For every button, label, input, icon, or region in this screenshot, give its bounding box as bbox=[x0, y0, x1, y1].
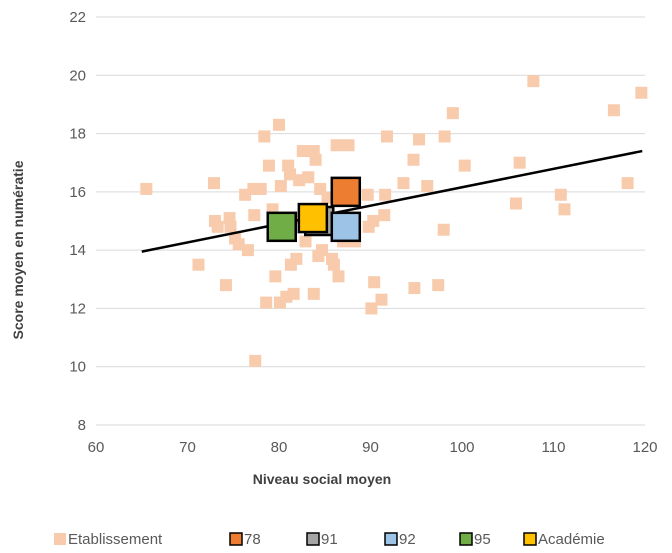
highlight-points bbox=[266, 176, 362, 243]
trendline bbox=[141, 149, 643, 253]
data-point-0-11 bbox=[241, 244, 254, 257]
data-point-0-0 bbox=[140, 182, 153, 195]
data-point-0-54 bbox=[368, 276, 381, 289]
x-tick-labels: 60 70 80 90 100 110 120 bbox=[88, 439, 658, 456]
data-point-0-9 bbox=[232, 238, 245, 251]
data-point-0-70 bbox=[513, 156, 526, 169]
data-point-0-16 bbox=[258, 130, 271, 143]
y-tick-label-18: 18 bbox=[69, 126, 86, 143]
data-point-0-67 bbox=[446, 107, 459, 120]
data-point-0-20 bbox=[269, 270, 282, 283]
x-axis-title: Niveau social moyen bbox=[253, 471, 392, 487]
data-point-0-69 bbox=[509, 197, 522, 210]
legend-swatch-3 bbox=[384, 532, 398, 546]
x-tick-label-70: 70 bbox=[179, 439, 196, 456]
data-point-0-59 bbox=[397, 177, 410, 190]
data-point-0-66 bbox=[438, 130, 451, 143]
x-tick-label-80: 80 bbox=[271, 439, 288, 456]
data-point-0-14 bbox=[249, 354, 262, 367]
data-point-0-71 bbox=[527, 75, 540, 88]
data-point-0-41 bbox=[316, 244, 329, 257]
data-point-0-1 bbox=[192, 258, 205, 271]
x-tick-label-90: 90 bbox=[362, 439, 379, 456]
y-tick-label-16: 16 bbox=[69, 184, 86, 201]
data-point-0-34 bbox=[299, 235, 312, 248]
legend-swatch-2 bbox=[306, 532, 320, 546]
data-point-0-33 bbox=[296, 145, 309, 158]
data-point-0-58 bbox=[380, 130, 393, 143]
data-point-0-63 bbox=[421, 180, 434, 193]
y-tick-label-14: 14 bbox=[69, 242, 86, 259]
data-point-0-50 bbox=[361, 188, 374, 201]
trendline-group bbox=[141, 149, 643, 253]
legend-swatch-4 bbox=[459, 532, 473, 546]
data-point-0-60 bbox=[407, 153, 420, 166]
data-point-0-53 bbox=[367, 215, 380, 227]
legend-swatch-0 bbox=[54, 533, 66, 545]
data-point-0-57 bbox=[379, 188, 392, 201]
data-point-0-21 bbox=[273, 118, 285, 131]
data-point-0-64 bbox=[432, 279, 445, 292]
data-point-0-45 bbox=[330, 139, 343, 152]
data-point-0-23 bbox=[274, 180, 287, 193]
x-tick-label-60: 60 bbox=[88, 439, 105, 456]
data-point-0-44 bbox=[327, 258, 340, 271]
data-point-0-27 bbox=[283, 168, 296, 181]
data-point-0-48 bbox=[342, 139, 355, 152]
y-tick-label-12: 12 bbox=[69, 300, 86, 317]
legend-label-1: 78 bbox=[244, 531, 261, 548]
data-point-0-46 bbox=[332, 270, 345, 283]
legend: Etablissement 78 91 92 95 Académie bbox=[54, 531, 605, 548]
legend-label-3: 92 bbox=[399, 531, 416, 548]
y-tick-label-8: 8 bbox=[78, 417, 86, 434]
y-tick-label-20: 20 bbox=[69, 67, 86, 84]
legend-swatch-5 bbox=[523, 532, 537, 546]
legend-label-5: Académie bbox=[538, 531, 605, 548]
x-tick-label-120: 120 bbox=[632, 439, 657, 456]
x-tick-label-110: 110 bbox=[542, 439, 566, 456]
x-tick-label-100: 100 bbox=[449, 439, 474, 456]
data-point-0-7 bbox=[224, 220, 237, 233]
data-point-0-75 bbox=[621, 177, 634, 190]
y-tick-label-22: 22 bbox=[69, 9, 86, 26]
data-point-0-72 bbox=[554, 188, 567, 201]
data-point-0-56 bbox=[378, 209, 391, 222]
data-point-0-55 bbox=[375, 293, 388, 306]
data-points bbox=[140, 75, 648, 367]
legend-swatch-1 bbox=[229, 532, 243, 546]
data-point-0-15 bbox=[254, 182, 267, 195]
highlight-point-95 bbox=[266, 211, 297, 243]
data-point-0-68 bbox=[458, 159, 471, 172]
data-point-0-52 bbox=[365, 302, 378, 315]
data-point-0-32 bbox=[293, 174, 306, 187]
data-point-0-13 bbox=[248, 209, 261, 222]
data-point-0-5 bbox=[219, 279, 232, 292]
data-point-0-18 bbox=[262, 159, 275, 172]
legend-label-4: 95 bbox=[474, 531, 491, 548]
highlight-point-78 bbox=[330, 176, 362, 208]
y-tick-labels: 8 10 12 14 16 18 20 22 bbox=[69, 9, 86, 434]
data-point-0-76 bbox=[635, 86, 648, 99]
data-point-0-61 bbox=[408, 282, 421, 295]
data-point-0-38 bbox=[309, 153, 322, 166]
data-point-0-35 bbox=[302, 171, 315, 184]
legend-label-2: 91 bbox=[321, 531, 338, 548]
highlight-point-Académie bbox=[297, 202, 329, 234]
data-point-0-65 bbox=[437, 223, 450, 236]
data-point-0-73 bbox=[558, 203, 571, 216]
data-point-0-2 bbox=[208, 177, 221, 190]
data-point-0-29 bbox=[287, 287, 300, 300]
data-point-0-62 bbox=[412, 133, 425, 146]
data-point-0-74 bbox=[607, 104, 620, 117]
data-point-0-17 bbox=[260, 296, 273, 309]
highlight-point-92 bbox=[330, 211, 362, 243]
data-point-0-37 bbox=[307, 287, 320, 300]
y-axis-title: Score moyen en numératie bbox=[10, 160, 26, 339]
data-point-0-4 bbox=[211, 220, 224, 233]
y-tick-label-10: 10 bbox=[69, 359, 86, 376]
data-point-0-30 bbox=[290, 252, 303, 265]
data-point-0-42 bbox=[321, 191, 334, 204]
legend-label-0: Etablissement bbox=[68, 531, 163, 548]
